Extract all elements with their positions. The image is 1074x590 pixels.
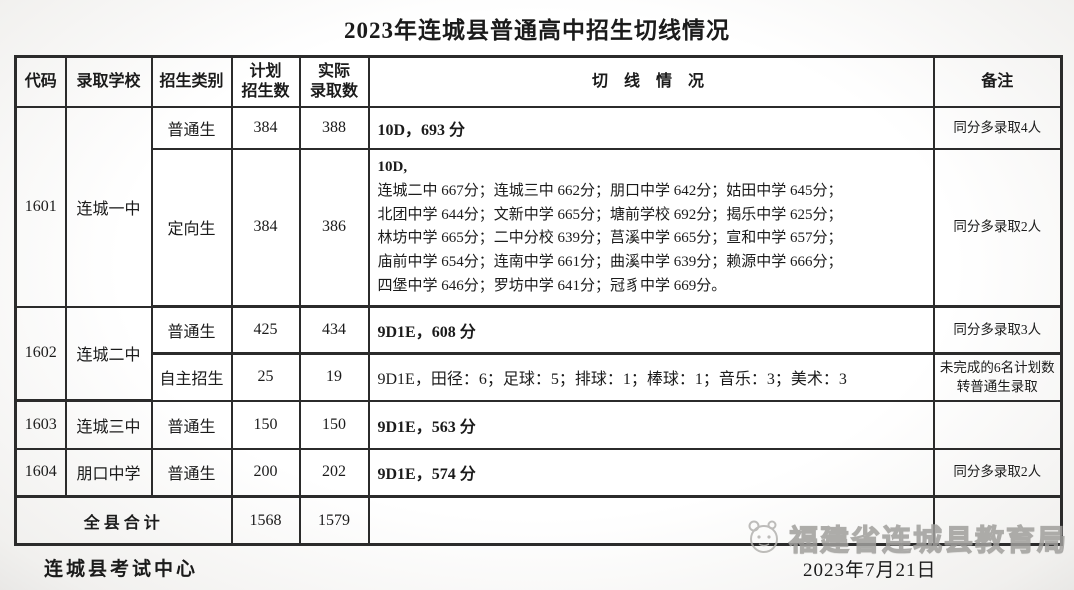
score-line: 林坊中学 665分；二中分校 639分；莒溪中学 665分；宣和中学 657分； <box>377 230 843 247</box>
cell-1602-putong-actual: 434 <box>298 305 370 355</box>
header-school: 录取学校 <box>64 55 153 108</box>
cell-1602-zizhu-planned: 25 <box>230 352 301 402</box>
row-county-total: 全县合计 1568 1579 <box>14 495 1063 546</box>
row-1602-zizhu: 自主招生 25 19 9D1E，田径：6；足球：5；排球：1；棒球：1；音乐：3… <box>16 352 1063 402</box>
cell-1601-code: 1601 <box>14 105 67 308</box>
cell-1603-code: 1603 <box>14 399 67 450</box>
row-1603: 1603 连城三中 普通生 150 150 9D1E，563 分 <box>14 399 1063 450</box>
header-actual: 实际 录取数 <box>298 55 370 108</box>
cell-1602-zizhu-remark: 未完成的6名计划数转普通生录取 <box>932 352 1063 402</box>
cell-1602-zizhu-cutoff: 9D1E，田径：6；足球：5；排球：1；棒球：1；音乐：3；美术：3 <box>367 352 935 402</box>
score-line: 连城二中 667分；连城三中 662分；朋口中学 642分；姑田中学 645分； <box>377 182 843 199</box>
cell-total-remark <box>932 495 1063 546</box>
cell-1604-school: 朋口中学 <box>64 447 153 498</box>
cell-total-cutoff <box>367 495 935 546</box>
cell-total-actual: 1579 <box>298 495 370 546</box>
row-1601-dingxiang: 定向生 384 386 10D, 连城二中 667分；连城三中 662分；朋口中… <box>16 147 1063 308</box>
cell-1601-dingxiang-category: 定向生 <box>150 147 233 308</box>
cell-1601-putong-planned: 384 <box>230 105 301 150</box>
cell-1602-putong-remark: 同分多录取3人 <box>932 305 1063 355</box>
cell-1604-remark: 同分多录取2人 <box>932 447 1063 498</box>
cell-1602-zizhu-category: 自主招生 <box>150 352 233 402</box>
footer-date: 2023年7月21日 <box>803 560 937 581</box>
admission-cutoff-table: 代码 录取学校 招生类别 计划 招生数 实际 录取数 切 线 情 况 备注 16… <box>14 55 1063 546</box>
cell-1601-dingxiang-cutoff: 10D, 连城二中 667分；连城三中 662分；朋口中学 642分；姑田中学 … <box>367 147 935 308</box>
cell-1602-putong-category: 普通生 <box>150 305 233 355</box>
dingxiang-score-block: 10D, 连城二中 667分；连城三中 662分；朋口中学 642分；姑田中学 … <box>378 154 927 300</box>
cell-1601-school: 连城一中 <box>64 105 153 308</box>
table-header-row: 代码 录取学校 招生类别 计划 招生数 实际 录取数 切 线 情 况 备注 <box>14 55 1063 108</box>
cell-1602-putong-cutoff: 9D1E，608 分 <box>367 305 935 355</box>
cell-total-planned: 1568 <box>230 495 301 546</box>
score-line: 四堡中学 646分；罗坊中学 641分；冠豸中学 669分。 <box>377 277 727 294</box>
header-category: 招生类别 <box>150 55 233 108</box>
cell-1601-putong-remark: 同分多录取4人 <box>932 105 1063 150</box>
cell-1602-code: 1602 <box>14 305 67 402</box>
cell-1603-actual: 150 <box>298 399 370 450</box>
cell-1601-putong-cutoff: 10D，693 分 <box>367 105 935 150</box>
footer-issuer: 连城县考试中心 <box>44 559 199 580</box>
cell-1602-putong-planned: 425 <box>230 305 301 355</box>
row-1601-putong: 1601 连城一中 普通生 384 388 10D，693 分 同分多录取4人 <box>14 105 1063 308</box>
score-lead: 10D, <box>377 159 408 176</box>
cell-1603-category: 普通生 <box>150 399 233 450</box>
cell-total-label: 全县合计 <box>14 495 233 546</box>
cell-1604-actual: 202 <box>298 447 370 498</box>
cell-1603-school: 连城三中 <box>64 399 153 450</box>
header-remarks: 备注 <box>932 55 1063 108</box>
score-line: 北团中学 644分；文新中学 665分；塘前学校 692分；揭乐中学 625分； <box>377 206 843 223</box>
cell-1604-cutoff: 9D1E，574 分 <box>367 447 935 498</box>
cell-1601-dingxiang-remark: 同分多录取2人 <box>932 147 1063 308</box>
row-1604: 1604 朋口中学 普通生 200 202 9D1E，574 分 同分多录取2人 <box>14 447 1063 498</box>
cell-1603-planned: 150 <box>230 399 301 450</box>
cell-1601-putong-category: 普通生 <box>150 105 233 150</box>
header-planned: 计划 招生数 <box>230 55 301 108</box>
header-cutoff: 切 线 情 况 <box>367 55 935 108</box>
row-1602-putong: 1602 连城二中 普通生 425 434 9D1E，608 分 同分多录取3人 <box>14 305 1063 402</box>
cell-1604-category: 普通生 <box>150 447 233 498</box>
page-title: 2023年连城县普通高中招生切线情况 <box>344 18 730 43</box>
cell-1604-planned: 200 <box>230 447 301 498</box>
cell-1603-cutoff: 9D1E，563 分 <box>367 399 935 450</box>
cell-1602-school: 连城二中 <box>64 305 153 402</box>
score-line: 庙前中学 654分；连南中学 661分；曲溪中学 639分；赖源中学 666分； <box>377 253 843 270</box>
cell-1601-dingxiang-actual: 386 <box>298 147 370 308</box>
header-code: 代码 <box>14 55 67 108</box>
cell-1601-dingxiang-planned: 384 <box>230 147 301 308</box>
cell-1601-putong-actual: 388 <box>298 105 370 150</box>
cell-1603-remark <box>932 399 1063 450</box>
cell-1604-code: 1604 <box>14 447 67 498</box>
cell-1602-zizhu-actual: 19 <box>298 352 370 402</box>
